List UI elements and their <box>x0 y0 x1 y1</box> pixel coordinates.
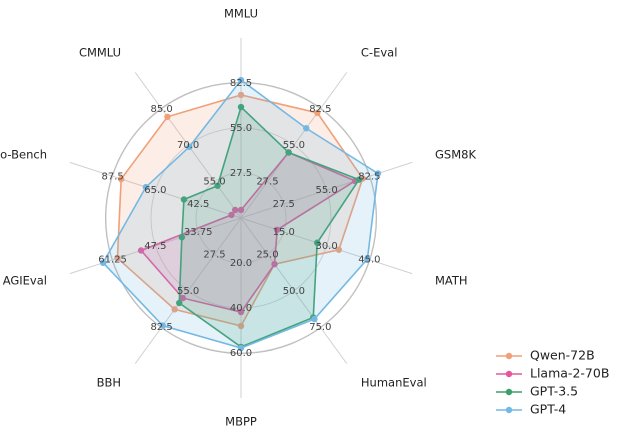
tick-label: 45.0 <box>358 255 380 266</box>
data-point <box>237 103 245 111</box>
data-point <box>374 170 382 177</box>
data-point <box>137 247 145 254</box>
data-point <box>274 226 281 233</box>
data-point <box>178 234 186 241</box>
tick-label: 55.0 <box>283 140 305 151</box>
spoke <box>134 217 242 364</box>
axis-label: HumanEval <box>361 376 427 390</box>
tick-label: 55.0 <box>230 123 252 134</box>
legend-label: Qwen-72B <box>530 348 595 363</box>
data-point <box>237 76 245 84</box>
tick-label: 82.5 <box>358 171 380 182</box>
tick-label: 50.0 <box>283 286 305 297</box>
tick-label: 42.5 <box>187 199 209 210</box>
legend-label: GPT-3.5 <box>530 384 578 399</box>
axis-label: CMMLU <box>79 45 121 59</box>
legend-label: Llama-2-70B <box>530 366 609 381</box>
legend-marker <box>505 352 513 360</box>
tick-label: 55.0 <box>203 177 225 188</box>
legend-marker <box>505 370 513 378</box>
data-point <box>314 109 321 117</box>
data-point <box>171 306 178 313</box>
data-point <box>313 239 321 246</box>
tick-label: 82.5 <box>309 104 331 115</box>
legend-marker <box>505 406 513 414</box>
data-point <box>237 206 245 214</box>
tick-label: 85.0 <box>151 104 173 115</box>
spoke <box>69 161 242 219</box>
tick-label: 15.0 <box>273 227 295 238</box>
tick-label: 87.5 <box>101 171 123 182</box>
series <box>99 76 382 352</box>
axis-label: Gaokao-Bench <box>0 147 47 161</box>
axis-label: MBPP <box>225 415 257 429</box>
data-point <box>271 260 278 268</box>
data-point <box>180 196 188 203</box>
data-point <box>364 255 371 263</box>
data-point <box>228 211 235 219</box>
data-point <box>179 294 187 302</box>
tick-label: 20.0 <box>230 258 252 269</box>
data-point <box>285 149 292 156</box>
tick-label: 40.0 <box>230 303 252 314</box>
data-point <box>355 176 363 183</box>
tick-label: 47.5 <box>144 241 166 252</box>
data-point <box>237 322 245 330</box>
axis-label: GSM8K <box>435 147 476 161</box>
spoke <box>240 217 413 275</box>
data-point <box>176 299 183 307</box>
tick-label: 27.5 <box>256 177 278 188</box>
tick-label: 55.0 <box>315 185 337 196</box>
data-point <box>186 143 193 151</box>
data-point <box>214 182 221 189</box>
spoke <box>240 217 348 364</box>
tick-label: 27.5 <box>273 199 295 210</box>
tick-label: 30.0 <box>315 241 337 252</box>
data-point <box>159 322 167 329</box>
axis-label: AGIEval <box>3 274 47 288</box>
tick-label: 60.0 <box>230 348 252 359</box>
data-point <box>237 91 245 99</box>
data-point <box>117 175 125 183</box>
data-point <box>237 344 245 352</box>
tick-label: 61.25 <box>98 255 127 266</box>
data-point <box>303 125 310 132</box>
tick-label: 65.0 <box>144 185 166 196</box>
axis-label: MATH <box>435 274 468 288</box>
tick-label: 33.75 <box>184 227 213 238</box>
axis-label: MMLU <box>224 7 258 21</box>
legend-marker <box>505 388 513 396</box>
tick-label: 82.5 <box>230 78 252 89</box>
tick-label: 27.5 <box>230 168 252 179</box>
data-point <box>237 308 245 316</box>
data-point <box>164 113 171 120</box>
tick-label: 25.0 <box>256 249 278 260</box>
tick-label: 70.0 <box>177 140 199 151</box>
axis-label: BBH <box>97 376 121 390</box>
tick-label: 27.5 <box>203 249 225 260</box>
data-point <box>99 259 107 267</box>
axis-label: C-Eval <box>361 45 398 59</box>
series <box>176 103 363 351</box>
spoke <box>240 161 413 219</box>
data-point <box>114 254 121 262</box>
spoke <box>69 217 242 275</box>
tick-label: 55.0 <box>177 286 199 297</box>
legend-label: GPT-4 <box>530 402 566 417</box>
data-point <box>311 315 318 323</box>
tick-label: 82.5 <box>151 322 173 333</box>
data-point <box>142 183 150 191</box>
data-point <box>335 246 343 253</box>
tick-label: 75.0 <box>309 322 331 333</box>
spoke <box>240 72 348 219</box>
data-point <box>231 206 239 214</box>
